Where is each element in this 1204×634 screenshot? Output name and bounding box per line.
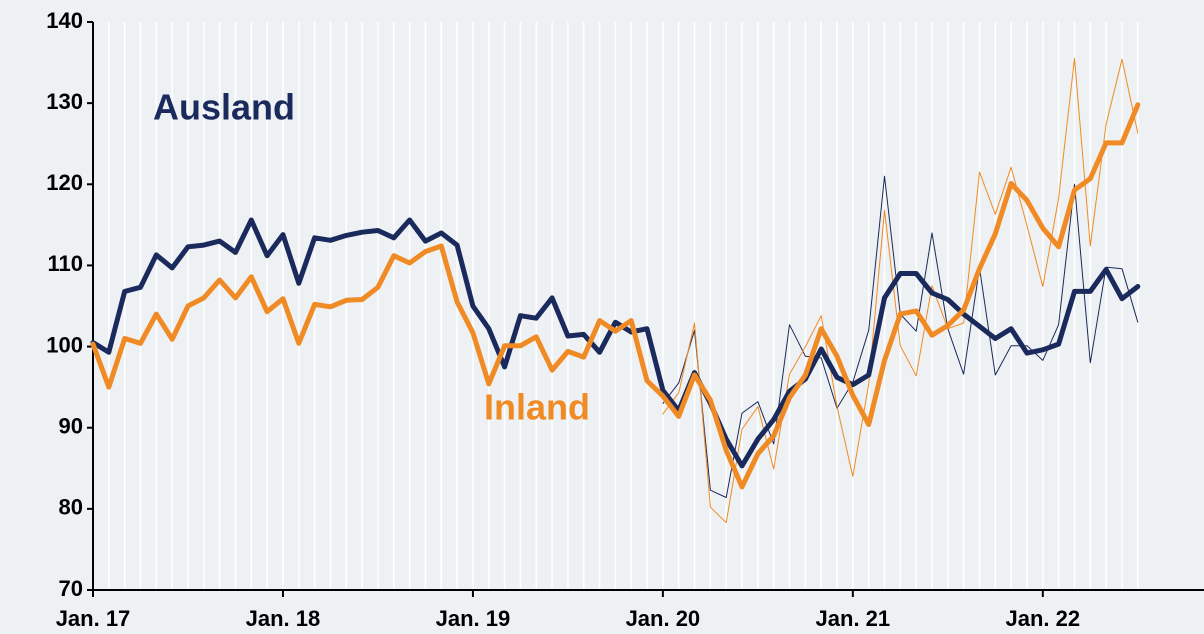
series-label: Ausland xyxy=(153,87,295,128)
y-tick-label: 90 xyxy=(59,414,83,439)
series-label: Inland xyxy=(484,387,590,428)
y-tick-label: 80 xyxy=(59,495,83,520)
y-tick-label: 70 xyxy=(59,576,83,601)
x-tick-label: Jan. 17 xyxy=(56,606,131,631)
y-tick-label: 100 xyxy=(46,332,83,357)
x-tick-label: Jan. 20 xyxy=(626,606,701,631)
series-line xyxy=(90,217,1141,469)
y-tick-label: 130 xyxy=(46,89,83,114)
y-tick-label: 110 xyxy=(48,251,84,276)
y-tick-label: 120 xyxy=(46,170,83,195)
series-line xyxy=(662,58,1139,524)
x-tick-label: Jan. 22 xyxy=(1005,606,1080,631)
series-line xyxy=(90,102,1141,490)
x-tick-label: Jan. 18 xyxy=(246,606,321,631)
x-tick-label: Jan. 19 xyxy=(436,606,511,631)
y-tick-label: 140 xyxy=(46,8,83,33)
x-tick-label: Jan. 21 xyxy=(816,606,891,631)
